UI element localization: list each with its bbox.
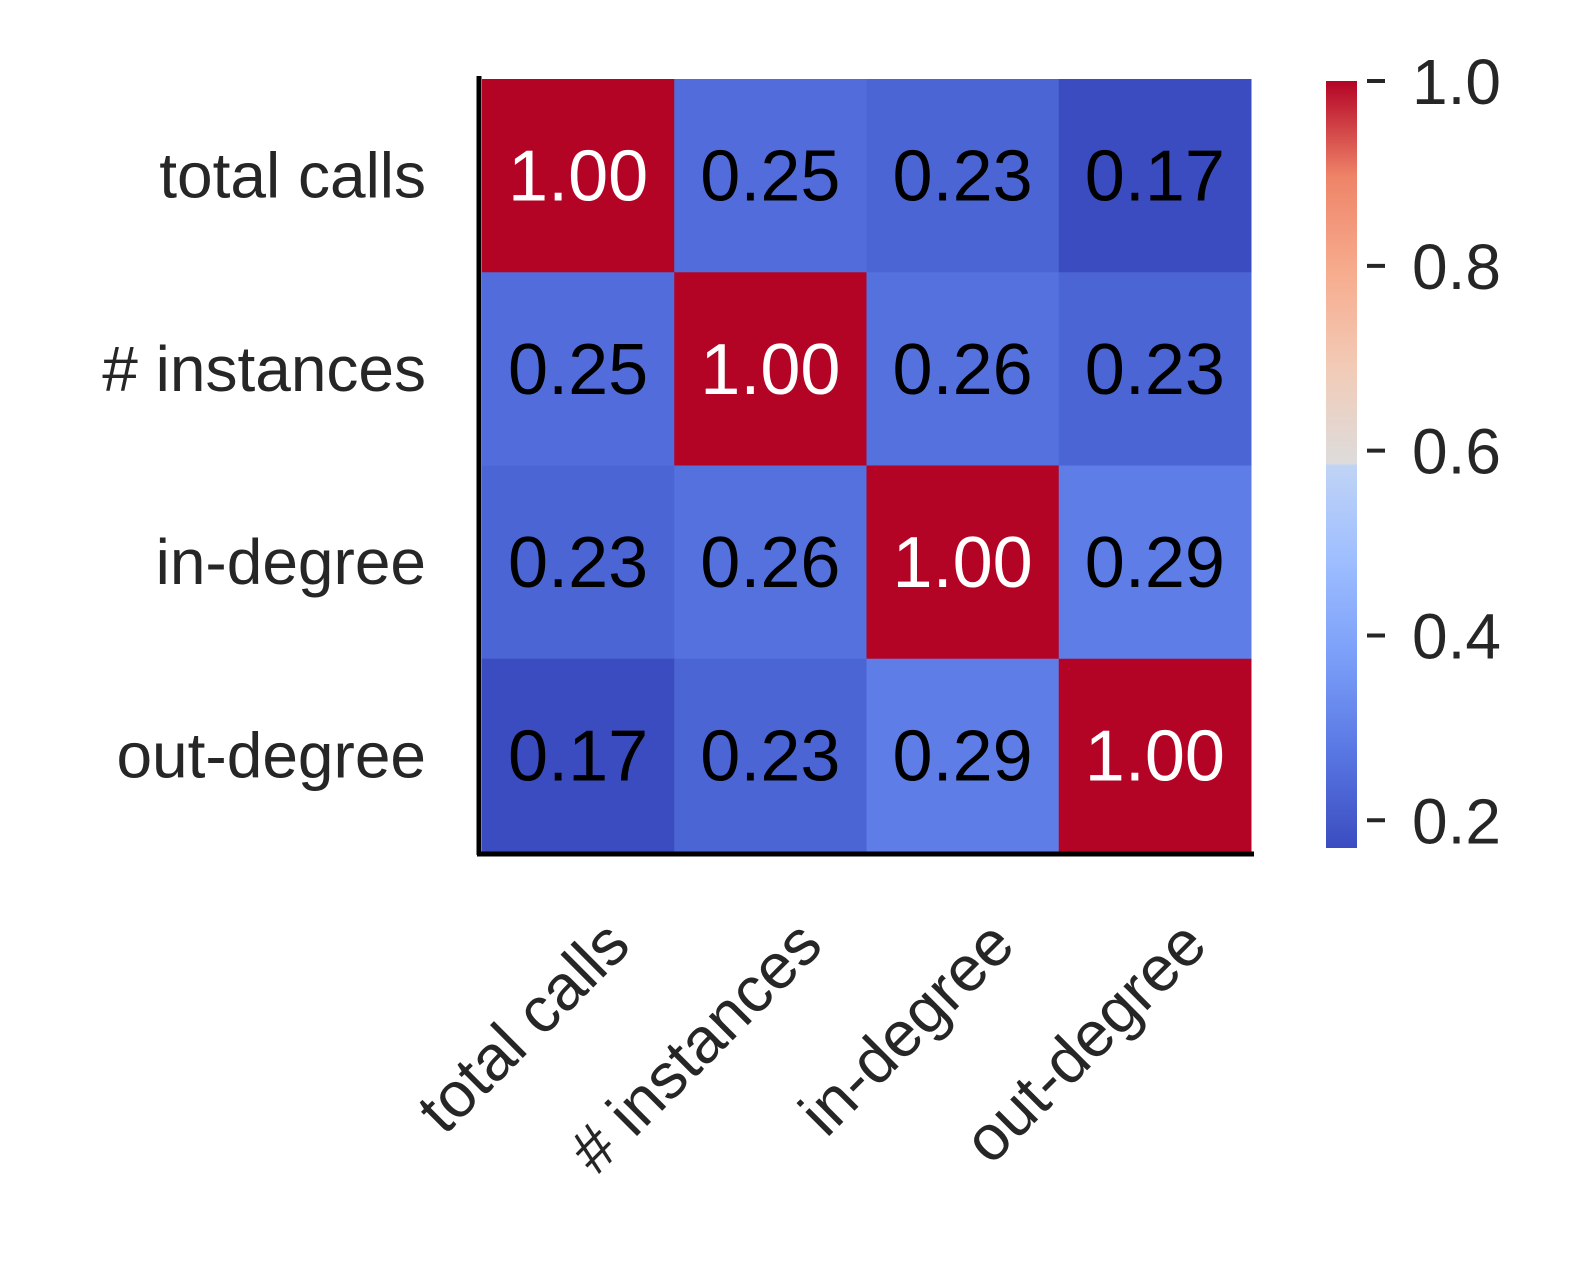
- cell-value-label: 0.23: [508, 523, 648, 603]
- cell-value-label: 1.00: [1085, 716, 1225, 796]
- colorbar-tick-label: 1.0: [1412, 46, 1501, 118]
- heatmap-cell: [482, 658, 675, 853]
- cell-value-label: 0.23: [700, 716, 840, 796]
- heatmap-cell: [866, 465, 1060, 660]
- y-tick-label: # instances: [102, 333, 426, 405]
- cell-value-label: 0.17: [1085, 137, 1225, 217]
- colorbar-gradient: [1326, 81, 1357, 848]
- y-tick-label: total calls: [159, 140, 426, 212]
- cell-value-label: 0.26: [700, 523, 840, 603]
- heatmap-cell: [1058, 465, 1252, 660]
- heatmap-cell: [482, 465, 675, 660]
- heatmap-cell: [482, 79, 675, 273]
- heatmap-cell: [674, 465, 867, 660]
- cell-value-label: 0.23: [893, 137, 1033, 217]
- heatmap-cell: [866, 658, 1060, 853]
- cell-value-label: 1.00: [893, 523, 1033, 603]
- cell-value-label: 0.29: [1085, 523, 1225, 603]
- heatmap-cell: [1058, 79, 1252, 273]
- colorbar-tick-label: 0.4: [1412, 600, 1501, 672]
- colorbar-tick-label: 0.2: [1412, 785, 1501, 857]
- y-tick-label: in-degree: [156, 526, 426, 598]
- heatmap-cell: [674, 272, 867, 466]
- cell-value-label: 1.00: [508, 137, 648, 217]
- heatmap-cell: [674, 79, 867, 273]
- y-tick-labels: total calls # instances in-degree out-degre…: [102, 140, 426, 792]
- cell-value-label: 0.25: [508, 330, 648, 410]
- y-tick-label: out-degree: [116, 719, 426, 791]
- cell-value-label: 0.26: [893, 330, 1033, 410]
- cell-value-label: 0.25: [700, 137, 840, 217]
- cell-value-label: 0.23: [1085, 330, 1225, 410]
- heatmap-cell: [866, 79, 1060, 273]
- cell-value-label: 1.00: [700, 330, 840, 410]
- heatmap-cell: [1058, 272, 1252, 466]
- x-tick-labels: total calls# instancesin-degreeout-degre…: [403, 907, 1219, 1187]
- colorbar-tick-label: 0.6: [1412, 416, 1501, 488]
- heatmap-cell: [482, 272, 675, 466]
- cell-value-label: 0.17: [508, 716, 648, 796]
- heatmap-cell-labels: 1.00 0.25 0.23 0.17 0.25 1.00 0.26 0.23 0.23 0.26…: [508, 137, 1225, 797]
- colorbar-tick-label: 0.8: [1412, 231, 1501, 303]
- heatmap-cell: [674, 658, 867, 853]
- heatmap-cell: [1058, 658, 1252, 853]
- cell-value-label: 0.29: [893, 716, 1033, 796]
- colorbar: 0.2 0.4 0.6 0.8 1.0: [1326, 46, 1501, 857]
- heatmap-cell: [866, 272, 1060, 466]
- heatmap-axes: [476, 76, 1254, 857]
- heatmap-cells: [482, 79, 1252, 853]
